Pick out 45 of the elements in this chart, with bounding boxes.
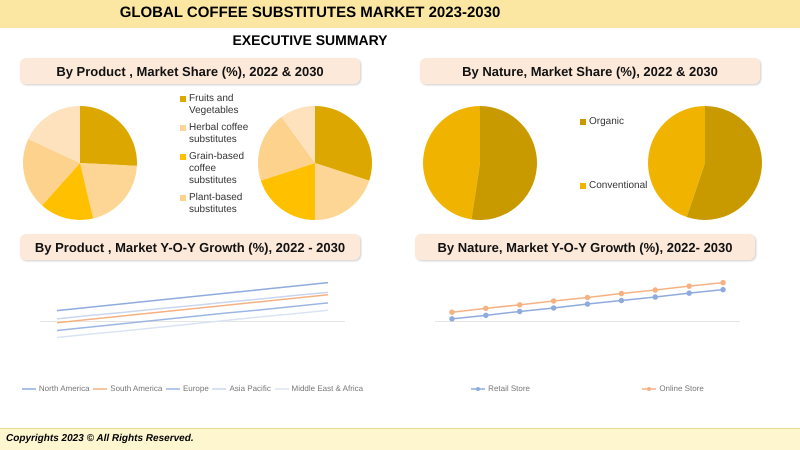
point — [720, 286, 726, 292]
point — [550, 298, 556, 304]
chart-title: By Nature, Market Y-O-Y Growth (%), 2022- 2030 — [415, 234, 755, 260]
legend-label: Asia Pacific — [229, 384, 271, 393]
pie-slice — [80, 106, 137, 166]
point — [686, 290, 692, 296]
point — [686, 283, 692, 289]
text: EXECUTIVE SUMMARY — [231, 32, 389, 48]
point — [483, 306, 489, 312]
pie-slice — [42, 163, 94, 220]
legend-label: Conventional — [589, 180, 648, 192]
point — [550, 305, 556, 311]
pie-slice — [471, 106, 537, 220]
legend-label: Online Store — [659, 384, 704, 393]
legend-label: South America — [110, 384, 162, 393]
pie-slice — [28, 106, 80, 163]
text: GLOBAL COFFEE SUBSTITUTES MARKET 2023-2030 — [118, 4, 502, 21]
point — [584, 301, 590, 307]
pie-slice — [648, 106, 705, 217]
legend-label: Herbal coffee substitutes — [189, 122, 250, 146]
pie-slice — [686, 106, 762, 220]
legend-label: Plant-based substitutes — [189, 192, 244, 216]
legend-label: Europe — [182, 384, 209, 393]
point — [652, 287, 658, 293]
point — [720, 280, 726, 286]
point — [483, 312, 489, 318]
legend-label: Retail Store — [488, 384, 530, 393]
point — [618, 298, 624, 304]
text: Copyrights 2023 © All Rights Reserved. — [6, 433, 194, 444]
legend-label: North America — [38, 384, 90, 393]
legend-label: Middle East & Africa — [292, 384, 364, 393]
point — [618, 290, 624, 296]
legend-label: Organic — [589, 116, 624, 128]
point — [516, 308, 522, 314]
point — [516, 302, 522, 308]
point — [584, 294, 590, 300]
point — [449, 309, 455, 315]
chart-title: By Product , Market Share (%), 2022 & 2030 — [20, 58, 360, 84]
pie-slice — [423, 106, 480, 220]
legend-label: Fruits and Vegetables — [189, 92, 240, 116]
chart-title: By Product , Market Y-O-Y Growth (%), 2022 - 2030 — [20, 234, 360, 260]
point — [652, 294, 658, 300]
point — [449, 316, 455, 322]
legend-label: Grain-based coffee substitutes — [189, 150, 246, 186]
chart-title: By Nature, Market Share (%), 2022 & 2030 — [420, 58, 760, 84]
